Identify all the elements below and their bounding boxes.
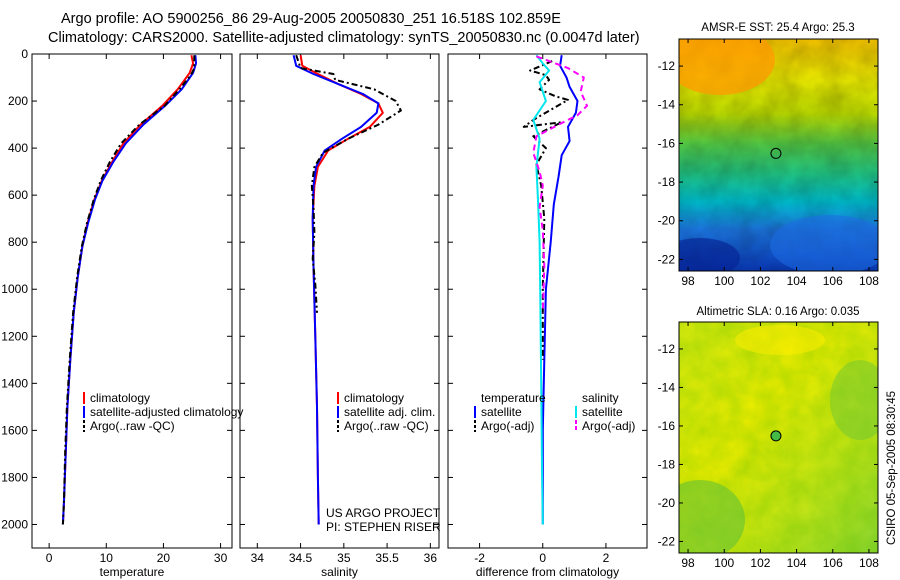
salinity-legend: climatology satellite adj. clim. Argo(..… [337,391,435,433]
map-x-tick-label: 106 [823,274,843,288]
legend-sal-satellite-label: satellite [582,405,623,419]
sla-map-title: Altimetric SLA: 0.16 Argo: 0.035 [696,306,859,318]
legend-satellite-label: satellite-adjusted climatology [90,405,243,419]
legend-salinity-title: salinity [582,391,619,405]
x-tick-label: 0 [539,551,546,565]
sla-map-axes: 98 100 102 104 106 108 -12 -14 -16 -18 -20 -22 [658,322,879,570]
sst-map-image [679,39,878,271]
series-line-satellite-adj-clim- [292,54,380,525]
salinity-chart: 34 34.5 35 35.5 36 salinity [240,53,439,579]
sla-map-frame [678,321,879,554]
map-y-tick-label: -22 [658,534,676,548]
x-tick-label: 20 [157,551,171,565]
map-x-tick-label: 104 [787,274,807,288]
sst-map-axes: 98 100 102 104 106 108 -12 -14 -16 -18 -20 -22 [658,39,879,288]
x-tick-label: 35 [337,551,351,565]
sla-argo-marker [770,430,782,442]
series-line-temperature-satellite [541,55,579,525]
map-y-tick-label: -16 [658,136,676,150]
map-y-tick-label: -12 [658,342,676,356]
map-x-tick-label: 98 [681,274,695,288]
series-line-climatology [299,55,384,525]
legend-temp-satellite-label: satellite [481,405,522,419]
x-axis-label: difference from climatology [476,565,619,579]
side-stamp: CSIRO 05-Sep-2005 08:30:45 [886,391,898,545]
map-y-tick-label: -22 [658,252,676,266]
figure-title-line1: Argo profile: AO 5900256_86 29-Aug-2005 … [61,11,561,27]
x-tick-label: 34 [251,551,265,565]
x-tick-label: 34.5 [289,551,313,565]
map-y-tick-label: -16 [658,419,676,433]
difference-panel-frame [447,53,648,549]
map-y-tick-label: -14 [658,380,676,394]
legend-climatology-label: climatology [344,391,404,405]
map-x-tick-label: 102 [750,274,770,288]
x-axis-label: salinity [321,565,358,579]
y-tick-label: 400 [8,141,28,155]
x-tick-label: -2 [474,551,485,565]
map-x-tick-label: 102 [750,556,770,570]
series-line-salinity-argo-adj- [532,55,588,313]
temperature-chart: 0 10 20 30 0 200 400 600 800 1000 1200 1400 1600 1800… [1,47,232,579]
series-line-argo-raw-qc- [295,54,402,313]
y-tick-label: 600 [8,188,28,202]
map-x-tick-label: 104 [787,556,807,570]
series-line-satellite-adjusted-climatology [61,55,197,525]
legend-temperature-title: temperature [481,391,546,405]
sst-map-frame [678,38,879,272]
x-tick-label: 35.5 [375,551,399,565]
legend-argo-label: Argo(..raw -QC) [90,419,175,433]
sst-map-title: AMSR-E SST: 25.4 Argo: 25.3 [701,22,854,34]
salinity-panel-frame [239,53,440,549]
legend-climatology-label: climatology [90,391,150,405]
map-y-tick-label: -14 [658,98,676,112]
y-tick-label: 1200 [1,329,28,343]
map-y-tick-label: -18 [658,175,676,189]
y-tick-label: 1800 [1,470,28,484]
y-tick-label: 2000 [1,517,28,531]
map-y-tick-label: -18 [658,457,676,471]
y-tick-label: 800 [8,235,28,249]
x-tick-label: 30 [214,551,228,565]
difference-legend: temperature satellite Argo(-adj) salinit… [474,391,635,433]
map-y-tick-label: -12 [658,59,676,73]
figure-title-line2: Climatology: CARS2000. Satellite-adjuste… [48,30,640,46]
credit-line1: US ARGO PROJECT [326,506,441,520]
temperature-panel-frame [31,53,233,549]
y-tick-label: 1400 [1,376,28,390]
x-tick-label: 36 [424,551,438,565]
legend-satellite-label: satellite adj. clim. [344,405,435,419]
legend-argo-label: Argo(..raw -QC) [344,419,429,433]
y-tick-label: 1600 [1,423,28,437]
x-tick-label: 0 [46,551,53,565]
series-line-climatology [61,54,195,525]
y-tick-label: 0 [21,47,28,61]
map-x-tick-label: 108 [859,274,879,288]
map-x-tick-label: 108 [859,556,879,570]
series-line-argo-raw-qc- [61,55,196,525]
legend-sal-argo-label: Argo(-adj) [582,419,635,433]
map-x-tick-label: 106 [823,556,843,570]
x-axis-label: temperature [100,565,165,579]
credit-line2: PI: STEPHEN RISER [326,520,441,534]
map-x-tick-label: 100 [714,556,734,570]
series-line-temperature-argo-adj- [522,60,569,360]
temperature-legend: climatology satellite-adjusted climatolo… [83,391,243,433]
x-tick-label: 2 [603,551,610,565]
x-tick-label: 10 [100,551,114,565]
y-tick-label: 200 [8,94,28,108]
map-y-tick-label: -20 [658,496,676,510]
map-x-tick-label: 100 [714,274,734,288]
map-x-tick-label: 98 [681,556,695,570]
sst-argo-marker [770,147,782,159]
legend-temp-argo-label: Argo(-adj) [481,419,534,433]
y-tick-label: 1000 [1,282,28,296]
map-y-tick-label: -20 [658,214,676,228]
series-line-salinity-satellite [532,54,551,525]
sla-map-image [679,322,878,553]
